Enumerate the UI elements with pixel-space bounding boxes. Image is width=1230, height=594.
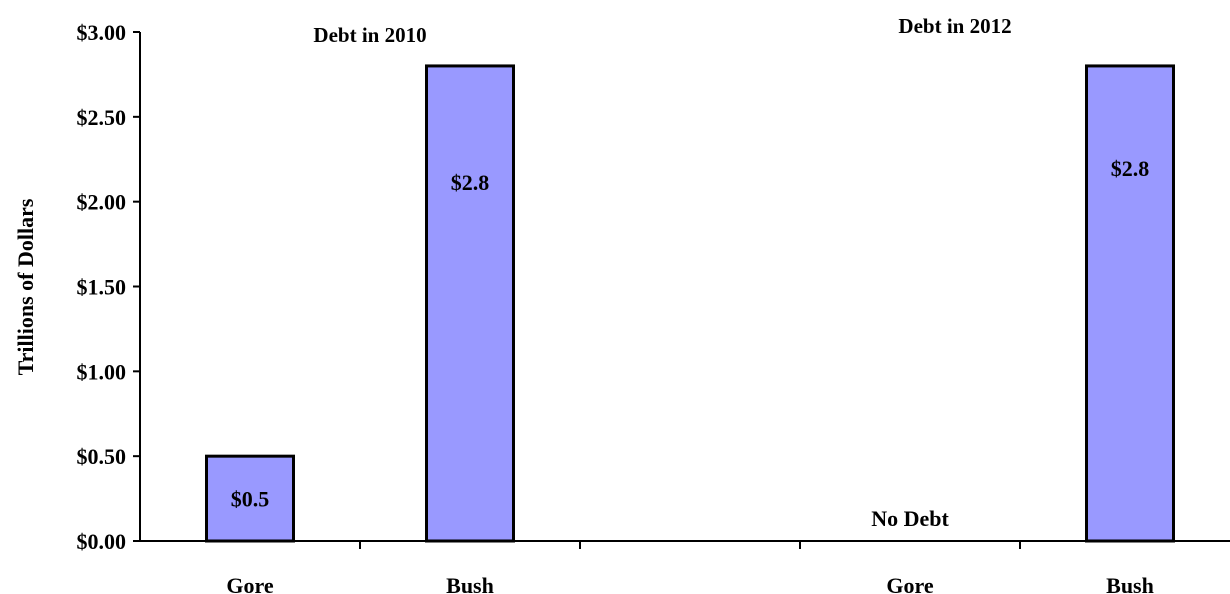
y-tick-label: $1.50 bbox=[77, 275, 127, 300]
bar-value-label: $0.5 bbox=[231, 487, 270, 512]
y-tick-label: $2.00 bbox=[77, 190, 127, 215]
x-category-label: Bush bbox=[446, 573, 494, 594]
y-axis: $0.00 $0.50 $1.00 $1.50 $2.00 $2.50 $3.00 bbox=[77, 20, 141, 554]
bar-gore-2010 bbox=[205, 454, 295, 543]
bar-bush-2010 bbox=[425, 64, 515, 543]
group-title-2012: Debt in 2012 bbox=[898, 14, 1011, 38]
bar-series bbox=[205, 64, 1175, 543]
y-axis-label: Trillions of Dollars bbox=[13, 198, 38, 375]
x-axis: Gore Bush Gore Bush bbox=[140, 540, 1230, 594]
y-tick-label: $1.00 bbox=[77, 359, 127, 384]
x-category-label: Gore bbox=[886, 573, 933, 594]
group-titles: Debt in 2010 Debt in 2012 bbox=[313, 14, 1011, 47]
y-tick-label: $0.00 bbox=[77, 529, 127, 554]
y-tick-label: $2.50 bbox=[77, 105, 127, 130]
bar-value-label: No Debt bbox=[871, 506, 949, 531]
bar-value-label: $2.8 bbox=[1111, 156, 1150, 181]
x-category-label: Gore bbox=[226, 573, 273, 594]
y-tick-label: $0.50 bbox=[77, 444, 127, 469]
bar-labels: $0.5 $2.8 No Debt $2.8 bbox=[231, 156, 1150, 531]
bar-value-label: $2.8 bbox=[451, 170, 490, 195]
x-category-label: Bush bbox=[1106, 573, 1154, 594]
group-title-2010: Debt in 2010 bbox=[313, 23, 426, 47]
bar-bush-2012 bbox=[1085, 64, 1175, 543]
y-tick-label: $3.00 bbox=[77, 20, 127, 45]
